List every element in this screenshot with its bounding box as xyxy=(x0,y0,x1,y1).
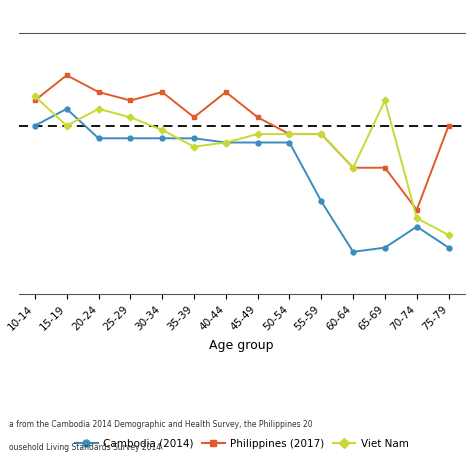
Legend: Cambodia (2014), Philippines (2017), Viet Nam: Cambodia (2014), Philippines (2017), Vie… xyxy=(71,435,413,453)
Text: a from the Cambodia 2014 Demographic and Health Survey, the Philippines 20: a from the Cambodia 2014 Demographic and… xyxy=(9,419,313,428)
Text: ousehold Living Standards Survey 2014.: ousehold Living Standards Survey 2014. xyxy=(9,443,164,452)
X-axis label: Age group: Age group xyxy=(210,339,274,352)
